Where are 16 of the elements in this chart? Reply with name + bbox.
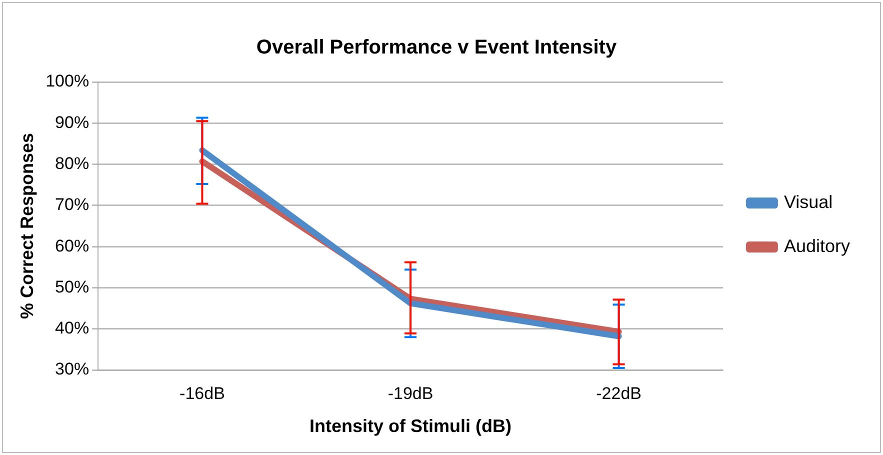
y-tick-label: 50% <box>55 277 90 296</box>
x-tick-label: -16dB <box>180 384 225 403</box>
chart-title: Overall Performance v Event Intensity <box>256 36 618 59</box>
x-tick-label: -22dB <box>596 384 642 403</box>
y-tick-label: 90% <box>55 112 90 132</box>
legend-label: Visual <box>784 192 833 212</box>
y-tick-label: 70% <box>55 195 90 214</box>
y-tick-label: 80% <box>55 154 90 173</box>
y-tick-label: 60% <box>55 236 90 256</box>
x-axis-title: Intensity of Stimuli (dB) <box>310 416 512 436</box>
y-tick-label: 100% <box>46 72 90 91</box>
x-tick-label: -19dB <box>388 384 434 403</box>
legend-label: Auditory <box>784 236 850 256</box>
y-tick-label: 30% <box>55 360 90 379</box>
y-axis-title: % Correct Responses <box>16 132 37 320</box>
y-tick-label: 40% <box>55 318 90 338</box>
